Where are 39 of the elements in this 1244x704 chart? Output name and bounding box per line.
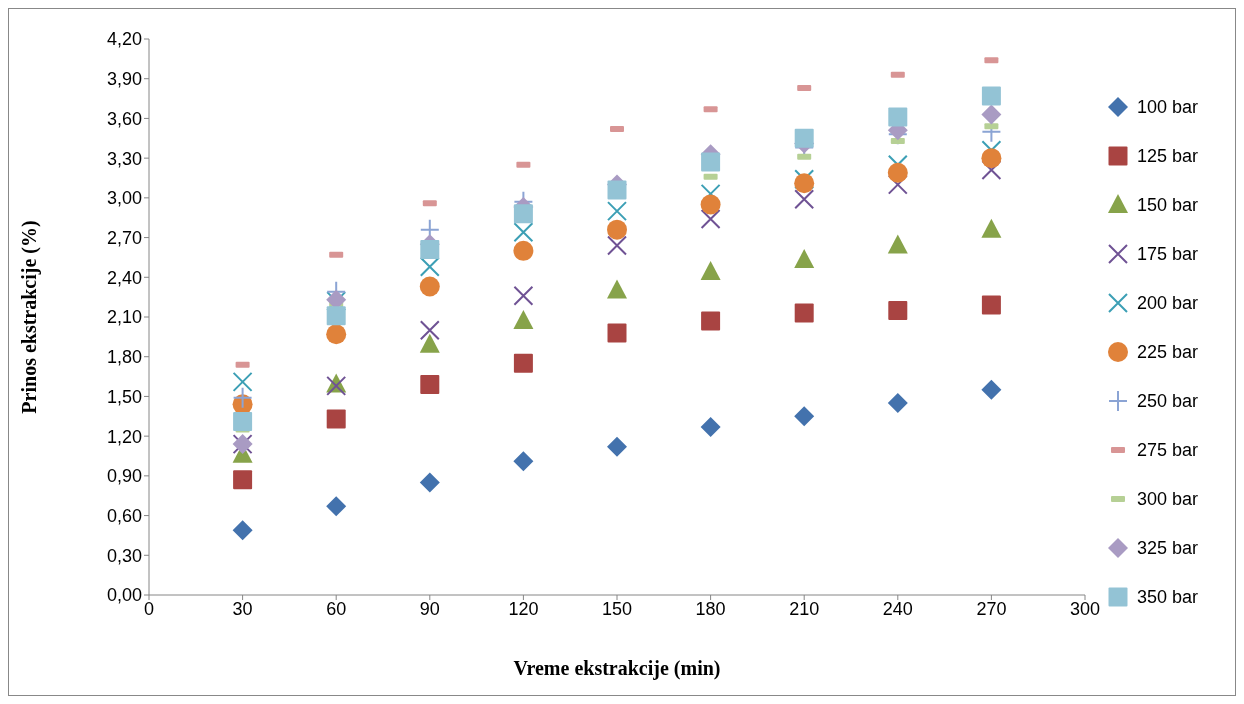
y-tick-label: 2,70 <box>106 227 142 248</box>
y-tick-label: 0,90 <box>106 466 142 487</box>
y-tick-label: 0,00 <box>106 585 142 606</box>
y-axis-title: Prinos ekstrakcije (%) <box>18 220 42 414</box>
y-tick-label: 3,00 <box>106 188 142 209</box>
legend-label: 100 bar <box>1137 96 1199 118</box>
x-tick-label: 0 <box>143 598 155 619</box>
y-tick-label: 3,60 <box>106 108 142 129</box>
x-tick-label: 180 <box>695 598 726 619</box>
y-tick-label: 1,50 <box>106 386 142 407</box>
y-tick-label: 4,20 <box>106 29 142 50</box>
x-tick-label: 30 <box>232 598 253 619</box>
x-tick-label: 120 <box>508 598 539 619</box>
y-tick-label: 0,30 <box>106 545 142 566</box>
legend-label: 350 bar <box>1137 586 1199 608</box>
legend-label: 225 bar <box>1137 341 1199 363</box>
x-tick-label: 60 <box>326 598 347 619</box>
legend-label: 300 bar <box>1137 488 1199 510</box>
legend-label: 150 bar <box>1137 194 1199 216</box>
legend-label: 125 bar <box>1137 145 1199 167</box>
x-tick-label: 210 <box>789 598 820 619</box>
y-tick-label: 2,40 <box>106 267 142 288</box>
legend-label: 200 bar <box>1137 292 1199 314</box>
y-tick-label: 1,80 <box>106 347 142 368</box>
x-tick-label: 240 <box>882 598 913 619</box>
legend-label: 250 bar <box>1137 390 1199 412</box>
x-tick-label: 300 <box>1069 598 1101 619</box>
legend-label: 325 bar <box>1137 537 1199 559</box>
y-tick-label: 2,10 <box>106 307 142 328</box>
y-tick-label: 1,20 <box>106 426 142 447</box>
y-tick-label: 3,30 <box>106 148 142 169</box>
legend-label: 175 bar <box>1137 243 1199 265</box>
x-axis-title: Vreme ekstrakcije (min) <box>513 657 721 680</box>
x-tick-label: 150 <box>601 598 633 619</box>
y-tick-label: 0,60 <box>106 505 142 526</box>
x-tick-label: 270 <box>976 598 1007 619</box>
y-tick-label: 3,90 <box>106 69 142 90</box>
x-tick-label: 90 <box>419 598 440 619</box>
legend-label: 275 bar <box>1137 439 1199 461</box>
